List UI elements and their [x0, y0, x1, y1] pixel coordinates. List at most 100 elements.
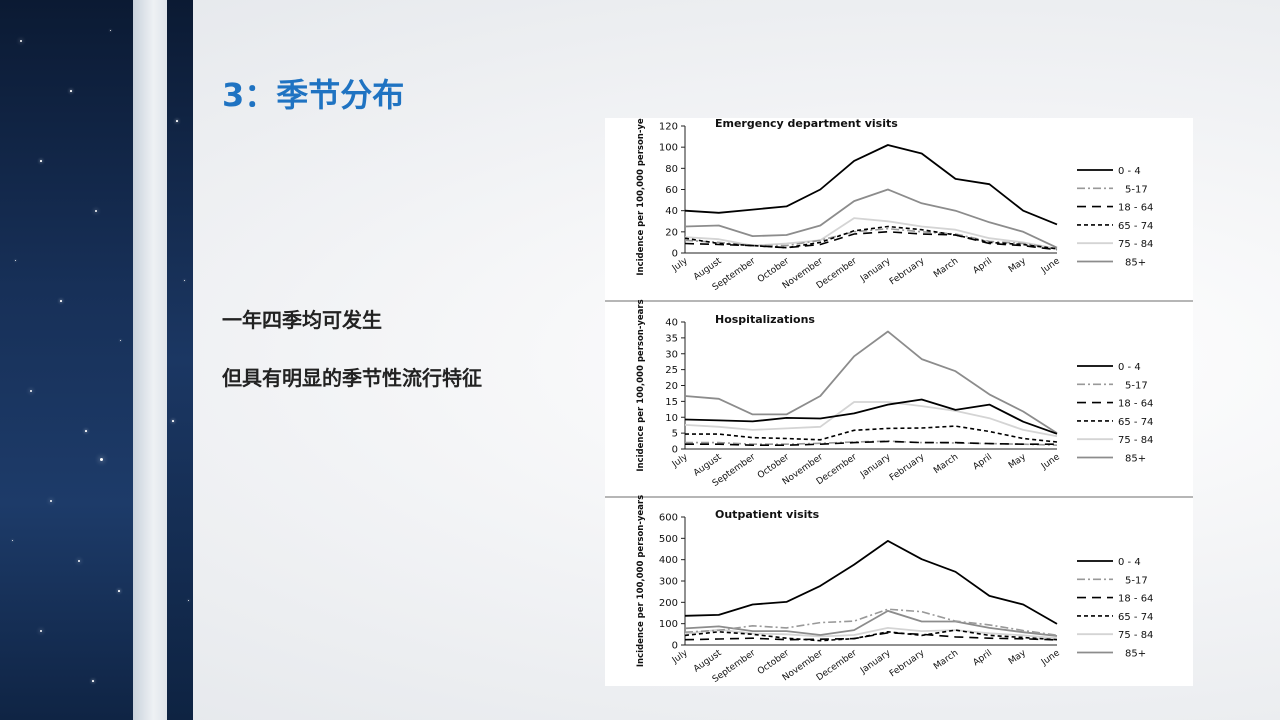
y-tick-label: 200: [659, 598, 678, 609]
x-tick-label: April: [971, 648, 994, 668]
series-line-1-1: [685, 440, 1058, 446]
panel-title-2: Outpatient visits: [715, 508, 820, 521]
y-tick-label: 400: [659, 555, 678, 566]
legend-label-0-3: 65 - 74: [1118, 221, 1153, 232]
y-tick-label: 100: [659, 619, 678, 630]
legend-label-2-0: 0 - 4: [1118, 557, 1141, 568]
series-line-2-5: [684, 609, 1058, 637]
legend-label-0-5: 85+: [1125, 258, 1146, 269]
series-line-2-0: [684, 539, 1058, 625]
star-6: [60, 300, 62, 302]
series-line-2-4: [684, 626, 1058, 640]
y-tick-label: 25: [665, 365, 678, 376]
x-tick-label: March: [932, 452, 960, 476]
star-5: [15, 260, 16, 261]
x-tick-label: March: [932, 648, 960, 672]
series-line-0-4: [684, 217, 1058, 250]
legend-label-1-4: 75 - 84: [1118, 435, 1153, 446]
x-tick-label: February: [888, 256, 927, 287]
light-divider-strip: [133, 0, 167, 720]
legend-label-2-5: 85+: [1125, 649, 1146, 660]
y-tick-label: 10: [665, 413, 678, 424]
series-line-0-3: [684, 225, 1058, 250]
bullet-text-1: 一年四季均可发生: [222, 308, 382, 332]
y-tick-label: 0: [672, 641, 678, 652]
y-tick-label: 0: [672, 445, 678, 456]
x-tick-label: March: [932, 256, 960, 280]
series-line-1-0: [684, 398, 1058, 435]
star-0: [20, 40, 22, 42]
y-tick-label: 60: [665, 185, 678, 196]
x-tick-label: June: [1039, 648, 1062, 668]
y-axis-label-2: Incidence per 100,000 person-years: [636, 495, 646, 667]
star-15: [40, 630, 42, 632]
y-tick-label: 80: [665, 164, 678, 175]
y-tick-label: 120: [659, 122, 678, 133]
y-tick-label: 0: [672, 249, 678, 260]
y-tick-label: 35: [665, 333, 678, 344]
star-17: [176, 120, 178, 122]
series-line-0-0: [684, 144, 1058, 226]
x-tick-label: June: [1039, 452, 1062, 472]
star-18: [184, 280, 185, 281]
legend-label-2-3: 65 - 74: [1118, 612, 1153, 623]
star-10: [100, 458, 103, 461]
starry-sky-strip: [0, 0, 133, 720]
y-tick-label: 20: [665, 381, 678, 392]
legend-label-0-4: 75 - 84: [1118, 239, 1153, 250]
x-tick-label: April: [971, 256, 994, 276]
series-line-1-4: [684, 401, 1058, 438]
chart-panels: Emergency department visits0204060801001…: [605, 118, 1193, 685]
legend-label-2-1: 5-17: [1125, 575, 1148, 586]
legend-label-1-5: 85+: [1125, 454, 1146, 465]
series-line-0-5: [684, 188, 1058, 249]
series-line-2-2: [684, 631, 1058, 641]
series-line-2-1: [684, 608, 1058, 636]
y-tick-label: 30: [665, 349, 678, 360]
y-tick-label: 15: [665, 397, 678, 408]
y-tick-label: 5: [672, 429, 678, 440]
star-3: [40, 160, 42, 162]
series-line-1-5: [684, 330, 1058, 434]
series-line-1-2: [685, 440, 1057, 447]
star-16: [92, 680, 94, 682]
star-1: [70, 90, 72, 92]
starry-sky-strip-narrow: [167, 0, 193, 720]
y-tick-label: 300: [659, 577, 678, 588]
x-tick-label: May: [1007, 452, 1029, 471]
star-11: [50, 500, 52, 502]
x-tick-label: May: [1007, 256, 1029, 275]
star-12: [12, 540, 13, 541]
y-tick-label: 600: [659, 513, 678, 524]
panel-title-1: Hospitalizations: [715, 313, 815, 326]
x-tick-label: May: [1007, 648, 1029, 667]
y-tick-label: 100: [659, 143, 678, 154]
seasonal-incidence-figure: Emergency department visits 0 20 40 60 80 100 1…: [605, 118, 1193, 686]
bullet-text-2: 但具有明显的季节性流行特征: [222, 366, 482, 390]
y-tick-label: 500: [659, 534, 678, 545]
star-2: [110, 30, 111, 31]
x-tick-label: February: [888, 452, 927, 483]
star-9: [85, 430, 87, 432]
legend-label-2-2: 18 - 64: [1118, 594, 1153, 605]
legend-label-1-0: 0 - 4: [1118, 362, 1141, 373]
series-line-0-2: [684, 231, 1058, 251]
star-20: [188, 600, 189, 601]
legend-label-1-2: 18 - 64: [1118, 399, 1153, 410]
x-tick-label: June: [1039, 256, 1062, 276]
star-19: [172, 420, 174, 422]
slide-title: 3：季节分布: [222, 76, 405, 114]
star-8: [30, 390, 32, 392]
legend-label-2-4: 75 - 84: [1118, 630, 1153, 641]
star-4: [95, 210, 97, 212]
y-tick-label: 40: [665, 206, 678, 217]
x-tick-label: April: [971, 452, 994, 472]
legend-label-1-3: 65 - 74: [1118, 417, 1153, 428]
y-tick-label: 20: [665, 227, 678, 238]
legend-label-0-0: 0 - 4: [1118, 166, 1141, 177]
legend-label-0-1: 5-17: [1125, 184, 1148, 195]
star-14: [118, 590, 120, 592]
star-7: [120, 340, 121, 341]
x-tick-label: February: [888, 648, 927, 679]
